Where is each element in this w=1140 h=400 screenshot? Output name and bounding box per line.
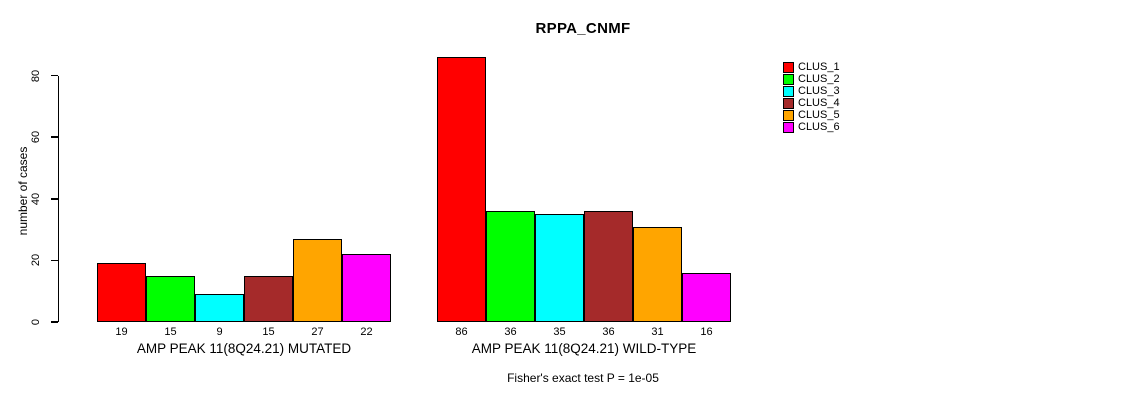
bar-value-label: 15 (262, 326, 275, 338)
legend-item-CLUS_6: CLUS_6 (783, 122, 840, 133)
bar-value-label: 19 (115, 326, 128, 338)
bar-CLUS_1 (97, 263, 146, 322)
legend-item-label: CLUS_4 (798, 97, 840, 109)
legend-swatch-CLUS_6 (783, 122, 794, 133)
y-axis-tick-label: 40 (30, 192, 42, 205)
bar-value-label: 36 (602, 326, 615, 338)
y-axis-tick (50, 198, 58, 200)
bar-value-label: 9 (216, 326, 223, 338)
bar-CLUS_4 (584, 211, 633, 322)
legend-item-label: CLUS_5 (798, 109, 840, 121)
bar-CLUS_5 (633, 226, 682, 322)
legend-swatch-CLUS_3 (783, 86, 794, 97)
legend-swatch-CLUS_1 (783, 62, 794, 73)
chart-title: RPPA_CNMF (535, 20, 631, 37)
bar-value-label: 22 (360, 326, 373, 338)
bar-value-label: 27 (311, 326, 324, 338)
y-axis-tick-label: 60 (30, 131, 42, 144)
y-axis-tick-label: 20 (30, 254, 42, 267)
bar-value-label: 86 (455, 326, 468, 338)
bar-value-label: 31 (651, 326, 664, 338)
x-axis-group-label: AMP PEAK 11(8Q24.21) MUTATED (136, 341, 352, 356)
legend-item-CLUS_3: CLUS_3 (783, 86, 840, 97)
y-axis-line (57, 75, 59, 322)
legend-item-CLUS_2: CLUS_2 (783, 74, 840, 85)
legend-item-CLUS_5: CLUS_5 (783, 110, 840, 121)
bar-CLUS_6 (682, 272, 731, 322)
legend-item-label: CLUS_2 (798, 73, 840, 85)
stat-annotation: Fisher's exact test P = 1e-05 (507, 371, 659, 385)
legend-item-CLUS_1: CLUS_1 (783, 62, 840, 73)
bar-value-label: 35 (553, 326, 566, 338)
legend-item-label: CLUS_6 (798, 121, 840, 133)
y-axis-tick (50, 74, 58, 77)
legend: CLUS_1 CLUS_2 CLUS_3 CLUS_4 CLUS_5 CLUS_6 (783, 62, 840, 134)
bar-CLUS_3 (535, 214, 584, 322)
bar-value-label: 15 (164, 326, 177, 338)
y-axis-tick (50, 259, 58, 262)
bar-value-label: 16 (700, 326, 713, 338)
bar-CLUS_2 (486, 211, 535, 322)
bar-CLUS_2 (146, 275, 195, 322)
legend-item-label: CLUS_3 (798, 85, 840, 97)
bar-value-label: 36 (504, 326, 517, 338)
x-axis-group-label: AMP PEAK 11(8Q24.21) WILD-TYPE (471, 341, 697, 356)
bar-CLUS_1 (437, 57, 486, 322)
legend-item-label: CLUS_1 (798, 61, 840, 73)
bar-CLUS_4 (244, 275, 293, 322)
legend-swatch-CLUS_2 (783, 74, 794, 85)
legend-item-CLUS_4: CLUS_4 (783, 98, 840, 109)
y-axis-tick-label: 0 (30, 318, 42, 326)
legend-swatch-CLUS_5 (783, 110, 794, 121)
bar-CLUS_6 (342, 254, 391, 322)
legend-swatch-CLUS_4 (783, 98, 794, 109)
y-axis-tick (50, 321, 58, 323)
y-axis-tick-label: 80 (30, 69, 42, 82)
bar-CLUS_3 (195, 294, 244, 322)
y-axis-tick (50, 136, 58, 138)
bar-CLUS_5 (293, 238, 342, 322)
